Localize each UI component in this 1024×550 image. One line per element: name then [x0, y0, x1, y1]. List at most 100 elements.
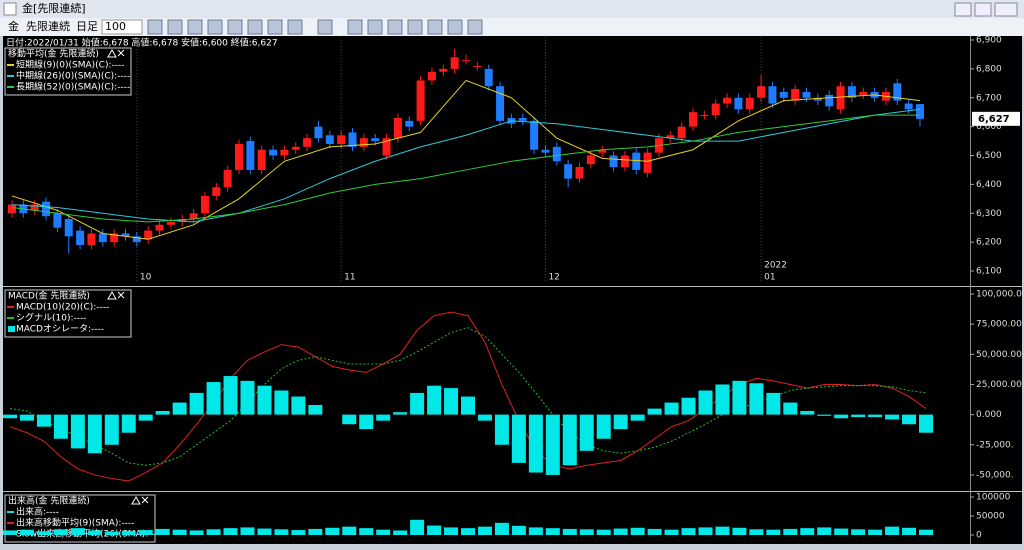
oscillator-bar: [545, 414, 560, 475]
volume-bar: [53, 529, 68, 535]
y-tick-label: 6,700: [976, 93, 1002, 103]
volume-bar: [308, 528, 323, 535]
candle-body: [711, 103, 720, 116]
moving-average-line: [11, 114, 920, 223]
candle-body: [757, 86, 766, 98]
volume-bar: [189, 530, 204, 535]
candle-body: [632, 152, 641, 170]
candle-body: [144, 230, 153, 240]
moving-average-line: [11, 79, 921, 240]
oscillator-bar: [155, 411, 170, 415]
candle-body: [359, 138, 368, 147]
volume-bar: [783, 528, 798, 535]
oscillator-bar: [240, 380, 255, 415]
oscillator-bar: [342, 414, 357, 425]
candle-body: [666, 135, 675, 139]
volume-bar: [681, 528, 696, 535]
volume-bar: [121, 530, 136, 535]
count-box[interactable]: [101, 19, 143, 35]
volume-bar: [104, 531, 119, 535]
maximize-button[interactable]: [974, 2, 992, 17]
oscillator-bar: [528, 414, 543, 473]
candle-body: [405, 120, 414, 127]
candle-body: [575, 167, 584, 179]
candle-body: [745, 97, 754, 110]
symbol[interactable]: 金: [8, 19, 19, 33]
oscillator-bar: [562, 414, 577, 466]
volume-bar: [766, 529, 781, 535]
legend-close: [117, 49, 125, 57]
oscillator-bar: [53, 414, 68, 439]
volume-bar: [87, 530, 102, 535]
candle-body: [825, 94, 834, 107]
oscillator-bar: [172, 402, 187, 415]
volume-bar: [851, 529, 866, 535]
candle-body: [813, 97, 822, 101]
candle-body: [904, 103, 913, 110]
info-line: 日付:2022/01/31 始値:6,678 高値:6,678 安値:6,600…: [6, 37, 278, 49]
y-tick-label: 100000: [976, 493, 1011, 503]
legend-label: シグナル(10):----: [16, 312, 87, 324]
y-tick-label: 6,800: [976, 64, 1002, 74]
candle-body: [734, 97, 743, 110]
candle-body: [847, 86, 856, 98]
candle-body: [791, 89, 800, 101]
candle-body: [314, 126, 323, 139]
candle-body: [530, 120, 539, 150]
oscillator-bar: [206, 382, 221, 415]
volume-bar: [545, 528, 560, 535]
y-tick-label: 25,000.00: [976, 380, 1022, 390]
volume-bar: [596, 529, 611, 535]
candle-body: [189, 213, 198, 220]
close-button[interactable]: [994, 2, 1018, 17]
oscillator-bar: [817, 414, 832, 416]
volume-bar: [868, 529, 883, 535]
candle-body: [462, 60, 470, 62]
oscillator-bar: [257, 385, 272, 415]
count[interactable]: 100: [105, 20, 126, 33]
moving-average-line: [11, 108, 921, 223]
candle-body: [586, 155, 595, 165]
volume-bar: [172, 529, 187, 535]
candle-body: [257, 149, 266, 170]
oscillator-bar: [919, 414, 933, 433]
oscillator-bar: [834, 414, 849, 419]
candle-body: [450, 57, 459, 69]
candle-body: [598, 149, 607, 153]
oscillator-bar: [19, 414, 34, 421]
y-tick-label: 75,000.00: [976, 320, 1022, 330]
volume-bar: [817, 527, 832, 535]
window-icon: [3, 2, 17, 16]
candle-body: [235, 143, 243, 170]
candle-body: [473, 65, 482, 67]
candle-body: [416, 80, 425, 121]
legend-label: MACDオシレータ:----: [16, 324, 104, 335]
oscillator-bar: [3, 414, 17, 419]
candle-body: [87, 233, 96, 246]
volume-bar: [3, 530, 17, 535]
volume-bar: [19, 529, 34, 535]
window-title: 金[先限連続]: [22, 1, 86, 15]
candle-body: [564, 164, 573, 179]
legend-close: [141, 496, 149, 504]
minimize-button[interactable]: [954, 2, 972, 17]
y-tick-label: 50,000.00: [976, 350, 1022, 360]
volume-bar: [834, 528, 849, 535]
volume-bar: [630, 527, 645, 535]
y-tick-label: -50,000.: [976, 470, 1014, 480]
legend-label: 長期線(52)(0)(SMA)(C):----: [16, 81, 130, 93]
oscillator-bar: [223, 376, 238, 415]
period[interactable]: 日足: [76, 20, 98, 33]
x-tick-label: 12: [548, 273, 559, 283]
contract[interactable]: 先限連続: [26, 19, 70, 33]
y-tick-label: 50000: [976, 512, 1005, 522]
volume-bar: [562, 528, 577, 535]
volume-bar: [800, 528, 815, 535]
oscillator-bar: [851, 414, 866, 418]
volume-bar: [274, 529, 289, 535]
volume-bar: [494, 522, 509, 535]
candle-body: [859, 91, 868, 95]
volume-bar: [613, 528, 628, 535]
candle-body: [552, 146, 561, 162]
